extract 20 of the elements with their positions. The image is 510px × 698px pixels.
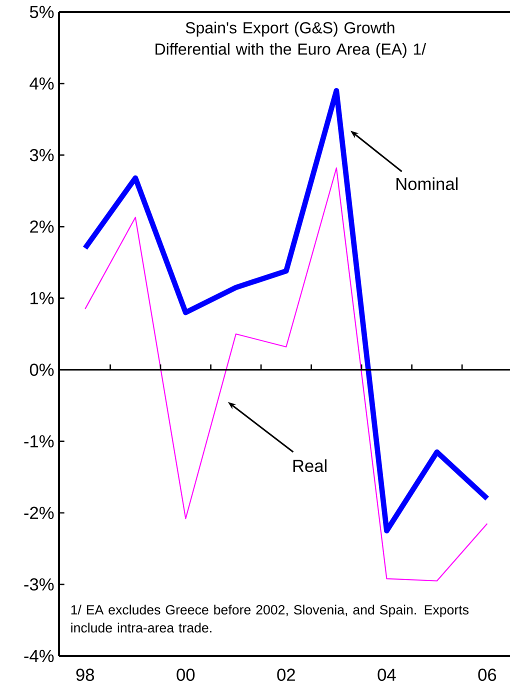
y-tick-label: 2%	[30, 220, 54, 233]
annotation: 1/ EA excludes Greece before 2002, Slovenia, and Spain. Exports include intra-area trade.	[71, 604, 469, 633]
y-tick-label: -4%	[24, 650, 54, 662]
y-tick-label: 4%	[30, 77, 54, 90]
y-tick-label: 3%	[30, 148, 54, 162]
y-tick-label: -2%	[24, 506, 54, 519]
text: Nominal	[396, 177, 458, 190]
line-series	[84, 167, 488, 582]
text: Spain's Export (G&S) Growth Differential with the Euro Area (EA) 1/	[156, 22, 426, 58]
y-tick-label: 1%	[30, 292, 54, 304]
y-tick-label: -3%	[24, 578, 54, 591]
y-tick-label: -1%	[24, 435, 54, 448]
x-tick-label: 06	[478, 668, 496, 681]
x-tick-label: 02	[277, 668, 295, 681]
y-tick-label: 5%	[30, 6, 54, 18]
text: Real	[293, 459, 326, 472]
x-tick-label: 04	[378, 668, 396, 681]
x-tick-label: 98	[76, 668, 94, 681]
x-tick-label: 00	[176, 668, 195, 681]
y-tick-label: 0%	[30, 364, 54, 376]
